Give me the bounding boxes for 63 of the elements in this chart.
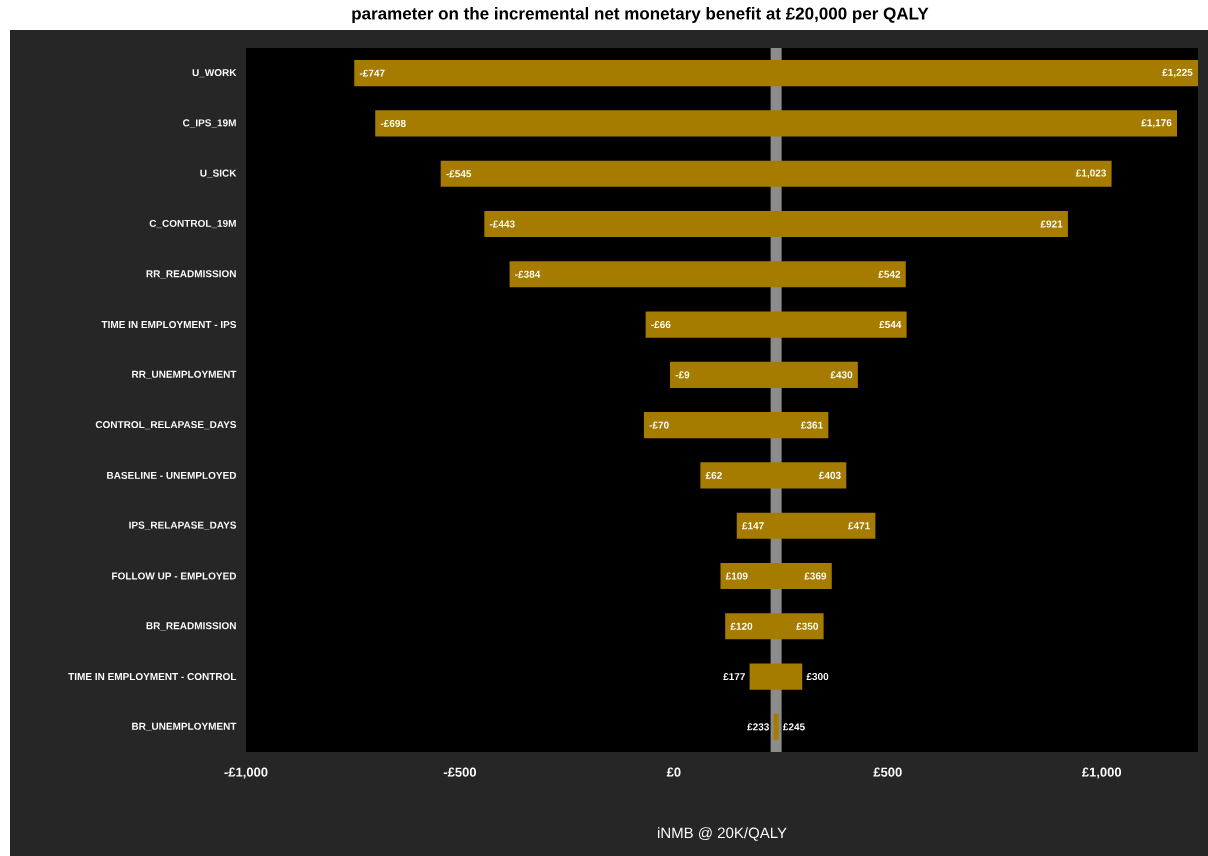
annotation: -£545 (446, 170, 472, 178)
bar (645, 311, 907, 338)
x-axis-title: iNMB @ 20K/QALY (658, 827, 787, 841)
y-tick-label: C_CONTROL_19M (149, 219, 236, 229)
annotation: £1,225 (1162, 68, 1193, 78)
annotation: £471 (848, 522, 870, 530)
annotation: £109 (725, 572, 748, 580)
y-tick-label: RR_UNEMPLOYMENT (132, 370, 237, 379)
annotation: -£9 (675, 371, 690, 379)
x-tick-label: -£500 (443, 767, 477, 777)
y-tick-label: FOLLOW UP - EMPLOYED (112, 572, 237, 580)
annotation: £120 (730, 622, 753, 630)
annotation: £921 (1040, 220, 1063, 228)
annotation: -£747 (359, 69, 385, 77)
y-tick-label: U_SICK (200, 169, 237, 178)
annotation: £147 (742, 522, 764, 530)
chart-title: parameter on the incremental net monetary benefit at £20,000 per QALY (352, 7, 929, 23)
annotation: £1,176 (1141, 119, 1172, 128)
x-tick-label: £1,000 (1081, 767, 1122, 779)
bar (509, 261, 906, 288)
bar (354, 60, 1198, 87)
bar (700, 462, 847, 489)
annotation: £350 (796, 622, 819, 630)
y-tick-label: TIME IN EMPLOYMENT - IPS (101, 321, 237, 329)
annotation: £430 (830, 371, 853, 379)
annotation: -£443 (489, 220, 515, 228)
annotation: £1,023 (1075, 169, 1107, 178)
bar (773, 713, 779, 740)
annotation: £245 (783, 723, 805, 731)
bar (736, 512, 876, 539)
annotation: -£698 (380, 119, 406, 127)
y-tick-label: BR_READMISSION (146, 622, 236, 631)
bar (720, 562, 832, 590)
annotation: -£66 (651, 321, 671, 329)
annotation: -£70 (649, 421, 669, 429)
annotation: £361 (800, 421, 823, 429)
y-tick-label: C_IPS_19M (182, 119, 236, 128)
bar (484, 210, 1068, 238)
annotation: -£384 (515, 270, 541, 278)
y-tick-label: BASELINE - UNEMPLOYED (107, 471, 237, 479)
y-tick-label: TIME IN EMPLOYMENT - CONTROL (68, 673, 237, 681)
bar (670, 361, 858, 388)
x-tick-label: -£1,000 (224, 767, 268, 779)
annotation: £177 (723, 673, 745, 681)
annotation: £403 (818, 471, 841, 479)
annotation: £369 (804, 572, 827, 580)
y-tick-label: U_WORK (192, 69, 237, 78)
bar (375, 110, 1178, 137)
x-tick-label: £500 (873, 767, 902, 777)
y-tick-label: IPS_RELAPASE_DAYS (129, 521, 237, 530)
bar (749, 663, 803, 690)
annotation: £544 (879, 321, 902, 329)
bar (643, 412, 829, 439)
y-tick-label: RR_READMISSION (146, 270, 236, 279)
annotation: £542 (878, 270, 901, 278)
bar (440, 160, 1112, 187)
annotation: £300 (806, 673, 829, 681)
x-tick-label: £0 (666, 767, 681, 777)
bar (725, 613, 824, 640)
annotation: £233 (747, 723, 769, 731)
y-tick-label: CONTROL_RELAPASE_DAYS (95, 421, 237, 430)
y-tick-label: BR_UNEMPLOYMENT (132, 722, 237, 731)
annotation: £62 (705, 471, 722, 479)
